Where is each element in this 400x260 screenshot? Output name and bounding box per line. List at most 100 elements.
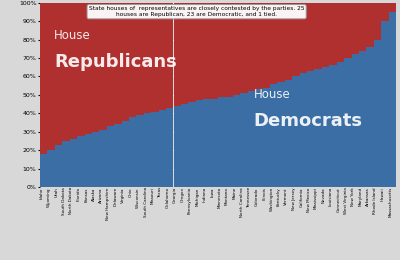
- Bar: [114, 3, 122, 125]
- Bar: [292, 3, 300, 76]
- Bar: [374, 3, 381, 40]
- Bar: [55, 145, 62, 187]
- Bar: [62, 3, 70, 141]
- Bar: [196, 3, 203, 100]
- Bar: [359, 3, 366, 51]
- Bar: [77, 3, 84, 135]
- Bar: [388, 12, 396, 187]
- Bar: [210, 3, 218, 99]
- Bar: [203, 99, 210, 187]
- Bar: [366, 3, 374, 47]
- Bar: [233, 95, 240, 187]
- Bar: [240, 3, 248, 93]
- Bar: [62, 141, 70, 187]
- Bar: [270, 3, 277, 84]
- Bar: [262, 88, 270, 187]
- Bar: [255, 3, 262, 89]
- Bar: [300, 3, 307, 73]
- Bar: [352, 3, 359, 54]
- Bar: [92, 3, 99, 132]
- Bar: [366, 47, 374, 187]
- Text: House: House: [54, 29, 91, 42]
- Bar: [84, 3, 92, 134]
- Bar: [381, 3, 388, 21]
- Bar: [55, 3, 62, 145]
- Bar: [307, 3, 314, 71]
- Bar: [159, 110, 166, 187]
- Bar: [388, 3, 396, 12]
- Bar: [292, 76, 300, 187]
- Bar: [218, 97, 226, 187]
- Bar: [48, 150, 55, 187]
- Bar: [218, 3, 226, 97]
- Text: Republicans: Republicans: [54, 53, 177, 71]
- Bar: [107, 126, 114, 187]
- Bar: [248, 91, 255, 187]
- Bar: [233, 3, 240, 95]
- Bar: [285, 80, 292, 187]
- Bar: [151, 3, 159, 112]
- Bar: [122, 121, 129, 187]
- Bar: [337, 3, 344, 62]
- Bar: [322, 67, 329, 187]
- Bar: [151, 112, 159, 187]
- Bar: [166, 108, 174, 187]
- Bar: [144, 113, 151, 187]
- Bar: [314, 3, 322, 69]
- Bar: [174, 3, 181, 106]
- Bar: [196, 100, 203, 187]
- Bar: [188, 3, 196, 102]
- Bar: [159, 3, 166, 110]
- Bar: [337, 62, 344, 187]
- Bar: [322, 3, 329, 67]
- Bar: [84, 134, 92, 187]
- Bar: [188, 102, 196, 187]
- Bar: [359, 51, 366, 187]
- Bar: [136, 115, 144, 187]
- Bar: [248, 3, 255, 91]
- Bar: [226, 3, 233, 97]
- Bar: [114, 125, 122, 187]
- Bar: [107, 3, 114, 126]
- Bar: [144, 3, 151, 113]
- Bar: [203, 3, 210, 99]
- Bar: [122, 3, 129, 121]
- Bar: [210, 99, 218, 187]
- Bar: [99, 3, 107, 130]
- Bar: [344, 3, 352, 58]
- Bar: [181, 3, 188, 104]
- Bar: [40, 154, 48, 187]
- Text: State houses of  representatives are closely contested by the parties. 25
houses: State houses of representatives are clos…: [89, 6, 304, 17]
- Bar: [48, 3, 55, 150]
- Text: House: House: [254, 88, 290, 101]
- Bar: [352, 54, 359, 187]
- Bar: [166, 3, 174, 108]
- Bar: [307, 71, 314, 187]
- Bar: [226, 97, 233, 187]
- Bar: [99, 130, 107, 187]
- Bar: [300, 73, 307, 187]
- Bar: [181, 104, 188, 187]
- Bar: [255, 89, 262, 187]
- Text: Democrats: Democrats: [254, 112, 363, 130]
- Bar: [129, 3, 136, 117]
- Bar: [381, 21, 388, 187]
- Bar: [92, 132, 99, 187]
- Bar: [174, 106, 181, 187]
- Bar: [344, 58, 352, 187]
- Bar: [374, 40, 381, 187]
- Bar: [270, 84, 277, 187]
- Bar: [285, 3, 292, 80]
- Bar: [277, 3, 285, 82]
- Bar: [277, 82, 285, 187]
- Bar: [70, 139, 77, 187]
- Bar: [70, 3, 77, 139]
- Bar: [40, 3, 48, 154]
- Bar: [262, 3, 270, 88]
- Bar: [77, 135, 84, 187]
- Bar: [314, 69, 322, 187]
- Bar: [329, 65, 337, 187]
- Bar: [240, 93, 248, 187]
- Bar: [136, 3, 144, 115]
- Bar: [129, 117, 136, 187]
